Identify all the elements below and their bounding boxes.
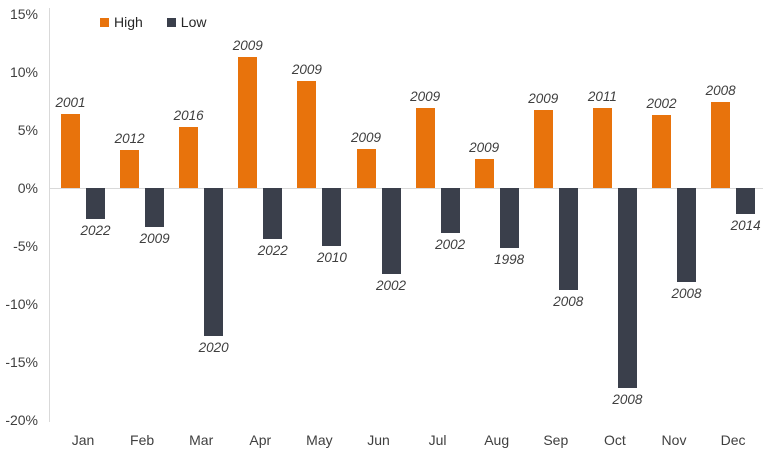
- high-bar: [474, 159, 494, 188]
- low-bar: [558, 188, 578, 290]
- y-axis: 15% 10% 5% 0% -5% -10% -15% -20%: [0, 0, 38, 456]
- low-bar-year-label: 2009: [139, 231, 170, 246]
- low-bar: [499, 188, 519, 248]
- y-tick-label: -10%: [5, 296, 38, 312]
- high-bar-year-label: 2009: [291, 62, 322, 77]
- x-axis-month-label: Oct: [604, 432, 626, 448]
- low-series-swatch-icon: [166, 17, 176, 27]
- low-bar: [677, 188, 696, 282]
- y-tick-label: -20%: [5, 412, 38, 428]
- low-bar: [322, 188, 342, 246]
- low-bar: [86, 188, 105, 219]
- low-bar-year-label: 1998: [494, 252, 525, 267]
- x-axis-month-label: Sep: [543, 432, 569, 448]
- x-axis-month-label: Mar: [189, 432, 214, 448]
- zero-gridline: [49, 188, 763, 189]
- high-bar-year-label: 2009: [350, 130, 382, 145]
- high-bar-year-label: 2009: [232, 38, 263, 53]
- high-bar-year-label: 2011: [587, 89, 617, 104]
- legend-item-low: Low: [166, 14, 207, 30]
- legend-low-label: Low: [180, 14, 207, 30]
- high-bar: [533, 110, 553, 188]
- high-bar-year-label: 2009: [528, 91, 559, 106]
- low-bar-year-label: 2014: [730, 218, 761, 233]
- y-tick-label: 5%: [17, 122, 38, 138]
- low-bar: [617, 188, 637, 388]
- high-bar: [297, 81, 317, 188]
- x-axis-month-label: Nov: [661, 432, 687, 448]
- low-bar-year-label: 2022: [80, 223, 111, 238]
- high-bar: [592, 108, 612, 188]
- low-bar: [263, 188, 283, 239]
- x-axis-month-label: Aug: [484, 432, 510, 448]
- low-bar-year-label: 2022: [257, 243, 288, 258]
- low-bar-year-label: 2008: [671, 286, 702, 301]
- high-bar-year-label: 2016: [173, 108, 204, 123]
- high-bar: [415, 108, 435, 188]
- high-series-swatch-icon: [100, 17, 109, 27]
- legend-high-label: High: [114, 14, 143, 30]
- high-bar-year-label: 2001: [55, 95, 86, 110]
- x-axis-month-label: Jun: [367, 432, 390, 448]
- x-axis-month-label: Dec: [720, 432, 746, 448]
- high-bar-year-label: 2009: [469, 140, 500, 155]
- high-bar-year-label: 2002: [646, 96, 677, 111]
- high-bar: [711, 102, 731, 188]
- low-bar: [381, 188, 401, 274]
- y-tick-label: 0%: [17, 180, 38, 196]
- y-tick-label: 10%: [9, 64, 38, 80]
- low-bar-year-label: 2002: [435, 237, 466, 252]
- legend-item-high: High: [100, 14, 143, 30]
- y-tick-label: -15%: [5, 354, 38, 370]
- x-axis-month-label: Jul: [428, 432, 447, 448]
- high-bar: [356, 149, 376, 188]
- high-bar: [120, 150, 140, 188]
- legend: High Low: [100, 14, 206, 30]
- high-bar: [179, 127, 199, 188]
- x-axis-month-label: Apr: [249, 432, 272, 448]
- low-bar-year-label: 2008: [553, 294, 584, 309]
- x-axis-month-label: May: [306, 432, 333, 448]
- low-bar: [736, 188, 756, 214]
- low-bar-year-label: 2008: [612, 392, 643, 407]
- high-bar: [61, 114, 80, 188]
- y-tick-label: -5%: [13, 238, 38, 254]
- high-bar: [238, 57, 258, 188]
- high-bar-year-label: 2008: [705, 83, 736, 98]
- low-bar: [145, 188, 165, 227]
- y-axis-line: [49, 8, 50, 422]
- low-bar-year-label: 2010: [316, 250, 347, 265]
- y-tick-label: 15%: [9, 6, 38, 22]
- high-bar: [652, 115, 671, 188]
- low-bar-year-label: 2020: [198, 340, 229, 355]
- high-bar-year-label: 2009: [410, 89, 441, 104]
- low-bar-year-label: 2002: [375, 278, 407, 293]
- low-bar: [440, 188, 460, 233]
- low-bar: [204, 188, 224, 336]
- x-axis-month-label: Jan: [71, 432, 95, 448]
- x-axis-month-label: Feb: [130, 432, 155, 448]
- high-bar-year-label: 2012: [114, 131, 145, 146]
